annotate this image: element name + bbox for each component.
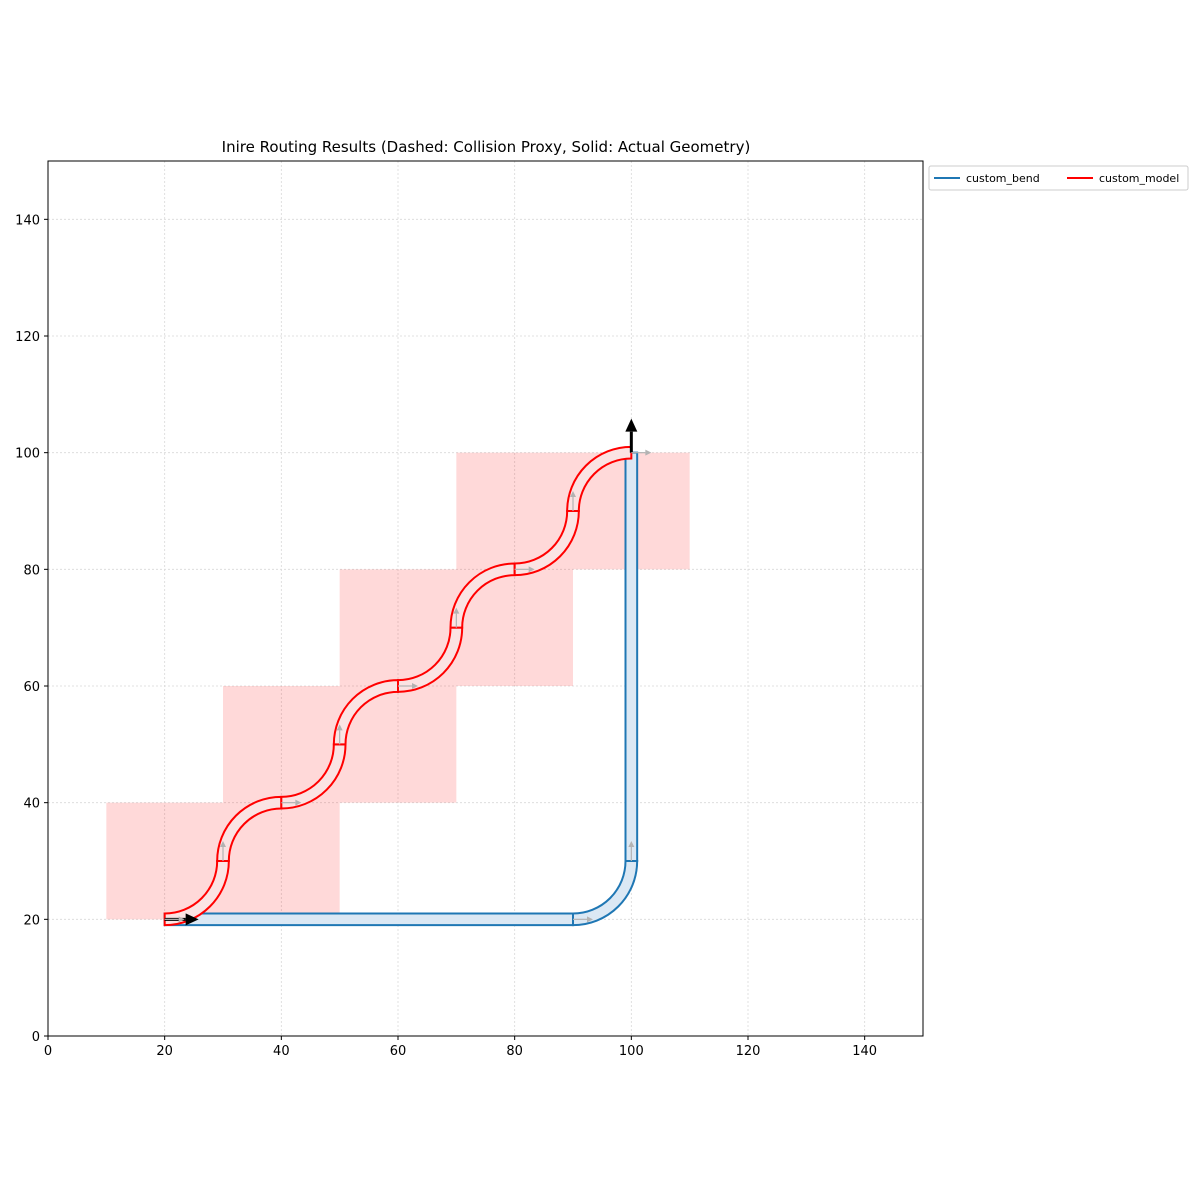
x-tick-label: 40 — [273, 1044, 290, 1059]
y-tick-label: 0 — [32, 1030, 40, 1045]
port-direction-arrow-3 — [573, 916, 593, 923]
arrow-head — [178, 916, 185, 923]
arrow-head — [587, 916, 593, 923]
y-tick-label: 80 — [23, 563, 40, 578]
x-tick-label: 60 — [390, 1044, 407, 1059]
x-tick-label: 20 — [156, 1044, 173, 1059]
plot-frame — [47, 160, 924, 1037]
arrow-head — [628, 841, 635, 847]
legend-label-custom-bend: custom_bend — [966, 172, 1040, 185]
route-custom-model — [163, 445, 633, 927]
arrow-head — [528, 566, 535, 573]
arrow-head — [625, 418, 638, 432]
port-direction-arrow-11 — [453, 607, 460, 628]
legend-box — [928, 165, 1189, 191]
route-segment-custom-bend-3 — [624, 451, 639, 862]
axis-ticks: 0 20 40 60 80 100 120 140 0 20 40 60 80 100 120 140 — [15, 213, 877, 1059]
arrow-head — [412, 683, 418, 689]
port-direction-arrow-6 — [164, 916, 185, 923]
port-direction-arrow-13 — [570, 491, 576, 511]
port-direction-arrow-12 — [514, 566, 535, 573]
arrow-head — [295, 799, 302, 806]
port-direction-arrow-9 — [336, 724, 343, 745]
x-tick-label: 0 — [44, 1044, 52, 1059]
x-tick-label: 120 — [736, 1044, 761, 1059]
port-direction-arrow-8 — [281, 799, 302, 806]
arrow-head — [453, 607, 460, 614]
route-segment-custom-bend-2 — [572, 860, 639, 927]
x-tick-label: 80 — [506, 1044, 523, 1059]
endpoint-arrow-2 — [625, 418, 638, 453]
route-segment-custom-bend-1 — [163, 912, 574, 927]
arrow-head — [220, 841, 226, 847]
direction-arrows — [164, 418, 652, 926]
y-tick-label: 60 — [23, 680, 40, 695]
y-tick-label: 120 — [15, 330, 40, 345]
arrow-head — [645, 449, 652, 456]
legend-label-custom-model: custom_model — [1099, 172, 1179, 185]
y-tick-label: 40 — [23, 797, 40, 812]
legend: custom_bend custom_model — [928, 165, 1189, 191]
arrow-head — [185, 913, 199, 926]
port-direction-arrow-5 — [631, 449, 652, 456]
port-direction-arrow-10 — [398, 683, 418, 689]
routes — [163, 445, 639, 927]
port-direction-arrow-4 — [628, 841, 635, 861]
x-tick-label: 140 — [852, 1044, 877, 1059]
port-direction-arrow-7 — [220, 841, 226, 861]
y-tick-label: 140 — [15, 213, 40, 228]
arrow-head — [570, 491, 576, 497]
arrow-head — [336, 724, 343, 731]
chart-title: Inire Routing Results (Dashed: Collision… — [222, 138, 751, 156]
y-tick-label: 100 — [15, 447, 40, 462]
x-tick-label: 100 — [619, 1044, 644, 1059]
y-tick-label: 20 — [23, 913, 40, 928]
